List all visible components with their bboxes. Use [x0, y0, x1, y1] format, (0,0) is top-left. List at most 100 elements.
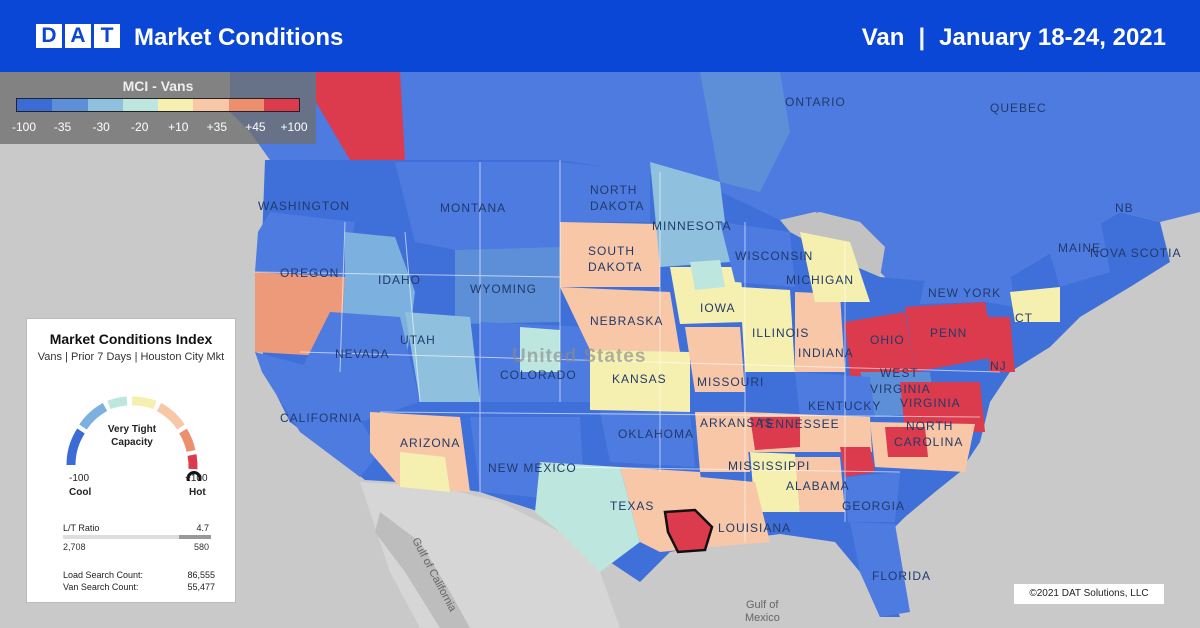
ontario-north[interactable]	[700, 72, 790, 192]
colorado-east[interactable]	[520, 327, 560, 372]
ratio-bar	[63, 535, 211, 539]
page-title: Market Conditions	[134, 24, 344, 51]
market-map[interactable]: United States ONTARIO QUEBEC NORTH DAKOT…	[0, 72, 1200, 628]
gauge-max-value: +100	[185, 473, 208, 484]
iowa-north[interactable]	[690, 260, 725, 290]
region-label: NOVA SCOTIA	[1090, 246, 1181, 260]
water-label: Mexico	[745, 612, 780, 624]
legend-swatch	[52, 99, 88, 111]
ratio-value: 4.7	[196, 523, 209, 533]
legend-tick: -30	[92, 120, 110, 134]
missouri-region[interactable]	[685, 327, 745, 392]
region-label: MONTANA	[440, 201, 506, 215]
van-search-label: Van Search Count:	[63, 582, 139, 592]
oklahoma-region[interactable]	[600, 412, 695, 467]
region-label: NEW YORK	[928, 286, 1001, 300]
panel-title: Market Conditions Index	[49, 331, 213, 347]
ct-region[interactable]	[1010, 287, 1060, 322]
region-label: CALIFORNIA	[280, 411, 362, 425]
region-label: OHIO	[870, 333, 905, 347]
gulf-of-california	[375, 512, 470, 628]
florida-region[interactable]	[850, 522, 910, 617]
region-label: IDAHO	[378, 273, 421, 287]
region-label: DAKOTA	[590, 199, 644, 213]
indiana-region[interactable]	[795, 292, 845, 372]
ratio-label: L/T Ratio	[63, 523, 100, 533]
region-label: TENNESSEE	[758, 417, 840, 431]
mississippi-region[interactable]	[750, 452, 800, 512]
kentucky-region[interactable]	[795, 372, 875, 417]
region-label: NB	[1115, 201, 1134, 215]
north-dakota-region[interactable]	[560, 162, 650, 222]
region-label: ALABAMA	[786, 479, 850, 493]
region-label: KANSAS	[612, 372, 667, 386]
logo-letter-d: D	[36, 24, 62, 48]
region-label: MISSISSIPPI	[728, 459, 810, 473]
nj-region[interactable]	[985, 317, 1015, 372]
washington-region[interactable]	[255, 212, 355, 277]
region-label: TEXAS	[610, 499, 654, 513]
arizona-south[interactable]	[400, 452, 450, 492]
wisconsin-region[interactable]	[720, 222, 795, 287]
legend-tick: -100	[11, 120, 37, 134]
legend-ticks: -100 -35 -30 -20 +10 +35 +45 +100	[0, 120, 316, 136]
georgia-region[interactable]	[845, 472, 900, 522]
legend-swatch	[87, 99, 123, 111]
region-label: VIRGINIA	[870, 382, 931, 396]
wyoming-region[interactable]	[455, 247, 560, 324]
penn-region[interactable]	[905, 302, 995, 372]
legend-title: MCI - Vans	[122, 78, 194, 94]
maine-region[interactable]	[1040, 217, 1110, 287]
texas-west[interactable]	[535, 462, 640, 572]
truck-count: 580	[193, 542, 209, 552]
region-label: MAINE	[1058, 241, 1101, 255]
region-label: NEVADA	[335, 347, 389, 361]
region-labels: ONTARIO QUEBEC NORTH DAKOTA SOUTH DAKOTA…	[258, 95, 1181, 583]
louisiana-region[interactable]	[700, 477, 770, 547]
region-label: KENTUCKY	[808, 399, 881, 413]
region-label: INDIANA	[798, 346, 854, 360]
north-carolina-hot[interactable]	[885, 427, 928, 457]
ohio-region[interactable]	[845, 312, 915, 377]
region-label: FLORIDA	[872, 569, 931, 583]
legend-swatch	[263, 99, 299, 111]
michigan-region[interactable]	[800, 232, 870, 302]
utah-region[interactable]	[405, 312, 480, 402]
capacity-status: Very Tight Capacity	[27, 423, 237, 449]
minnesota-region[interactable]	[650, 162, 730, 267]
gauge-arc	[66, 396, 198, 470]
california-region[interactable]	[255, 352, 380, 477]
date-range: January 18-24, 2021	[939, 24, 1166, 51]
bc-hot-region[interactable]	[316, 72, 405, 160]
nebraska-region[interactable]	[560, 287, 680, 352]
region-label: CAROLINA	[894, 435, 963, 449]
region-label: WASHINGTON	[258, 199, 350, 213]
tennessee-hot[interactable]	[750, 417, 800, 450]
illinois-region[interactable]	[740, 287, 795, 372]
region-label: ILLINOIS	[752, 326, 809, 340]
georgia-hot[interactable]	[840, 447, 875, 477]
montana-region[interactable]	[395, 162, 560, 250]
new-york-region[interactable]	[920, 272, 1015, 307]
region-label: COLORADO	[500, 368, 577, 382]
region-label: QUEBEC	[990, 101, 1047, 115]
region-label: LOUISIANA	[718, 521, 791, 535]
logo-letter-t: T	[94, 24, 120, 48]
region-label: NJ	[990, 359, 1007, 373]
logo-letter-a: A	[65, 24, 91, 48]
mci-gauge	[66, 396, 202, 481]
south-dakota-region[interactable]	[560, 222, 660, 287]
iowa-region[interactable]	[670, 267, 745, 324]
legend-swatch	[158, 99, 194, 111]
equipment-type: Van	[861, 24, 905, 51]
state-borders	[254, 160, 1001, 542]
ratio-bar-fill	[179, 535, 211, 539]
houston-market[interactable]	[663, 508, 714, 554]
kansas-region[interactable]	[590, 350, 690, 412]
map-svg[interactable]: United States ONTARIO QUEBEC NORTH DAKOT…	[0, 72, 1200, 628]
gauge-min-label: Cool	[69, 487, 92, 498]
region-label: UTAH	[400, 333, 436, 347]
virginia-region[interactable]	[900, 382, 985, 432]
region-label: WYOMING	[470, 282, 537, 296]
arkansas-region[interactable]	[695, 412, 750, 472]
